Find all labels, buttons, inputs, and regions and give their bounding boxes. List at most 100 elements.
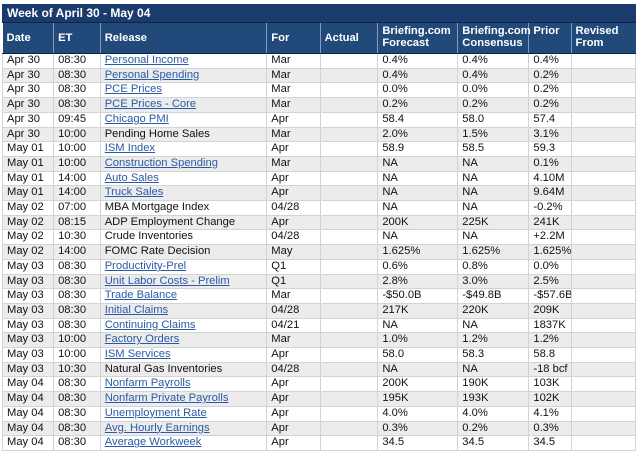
release-link[interactable]: Average Workweek [104, 436, 202, 449]
cell-date: May 02 [1, 200, 55, 216]
cell-consensus: 34.5 [457, 435, 530, 451]
cell-date: May 03 [1, 318, 55, 334]
release-link[interactable]: Auto Sales [104, 171, 159, 184]
release-link[interactable]: Avg. Hourly Earnings [104, 421, 210, 434]
header-revised: Revised From [571, 23, 636, 54]
cell-consensus: 0.0% [457, 82, 530, 99]
release-link[interactable]: Continuing Claims [104, 318, 196, 331]
cell-forecast: 200K [377, 215, 459, 231]
cell-prior: 1.2% [528, 332, 572, 349]
cell-for: Apr [266, 421, 321, 437]
cell-date: May 03 [1, 303, 55, 319]
cell-prior: +2.2M [528, 229, 572, 246]
cell-forecast: 0.6% [377, 259, 459, 275]
cell-release: Construction Spending [100, 156, 268, 172]
table-row: May 03 08:30 Unit Labor Costs - Prelim Q1 2.… [1, 274, 637, 290]
cell-revised [571, 156, 637, 172]
cell-revised [571, 259, 637, 275]
release-link[interactable]: ISM Index [104, 142, 156, 155]
cell-et: 08:30 [53, 303, 101, 319]
cell-forecast: 0.4% [377, 68, 459, 84]
cell-forecast: 200K [377, 376, 459, 393]
header-prior: Prior [528, 23, 572, 54]
cell-et: 10:00 [53, 127, 101, 143]
cell-revised [571, 347, 637, 363]
cell-et: 10:00 [53, 141, 101, 157]
release-link[interactable]: Chicago PMI [104, 112, 169, 125]
cell-date: May 03 [1, 288, 55, 304]
cell-actual [320, 318, 379, 334]
release-link[interactable]: PCE Prices [104, 83, 162, 96]
cell-date: Apr 30 [1, 82, 55, 99]
release-link[interactable]: Productivity-Prel [104, 259, 187, 272]
cell-for: Mar [266, 127, 321, 143]
table-row: May 04 08:30 Average Workweek Apr 34.5 34.5 34… [1, 435, 637, 451]
cell-for: Apr [266, 406, 321, 422]
cell-actual [320, 303, 379, 319]
cell-release: ADP Employment Change [100, 215, 268, 231]
cell-release: Personal Income [100, 53, 268, 69]
cell-prior: 57.4 [528, 112, 572, 128]
release-link[interactable]: Truck Sales [104, 186, 164, 199]
cell-revised [571, 406, 637, 422]
cell-forecast: NA [377, 156, 459, 172]
cell-et: 10:00 [53, 332, 101, 349]
cell-forecast: 34.5 [377, 435, 459, 451]
cell-revised [571, 141, 637, 157]
cell-prior: 0.1% [528, 156, 572, 172]
cell-actual [320, 82, 379, 99]
cell-for: Apr [266, 391, 321, 407]
cell-forecast: 0.2% [377, 97, 459, 113]
release-link[interactable]: Personal Spending [104, 68, 200, 81]
table-row: May 04 08:30 Unemployment Rate Apr 4.0% 4.0% 4… [1, 406, 637, 422]
cell-date: May 01 [1, 185, 55, 202]
release-link[interactable]: Personal Income [104, 54, 189, 66]
cell-consensus: -$49.8B [457, 288, 530, 304]
cell-date: May 03 [1, 332, 55, 349]
cell-et: 08:30 [53, 435, 101, 451]
cell-forecast: -$50.0B [377, 288, 459, 304]
header-release: Release [100, 23, 268, 54]
cell-actual [320, 127, 379, 143]
cell-forecast: NA [377, 362, 459, 378]
release-link[interactable]: PCE Prices - Core [104, 98, 197, 111]
cell-et: 08:30 [53, 68, 101, 84]
release-link[interactable]: ISM Services [104, 348, 171, 361]
cell-prior: 4.1% [528, 406, 572, 422]
cell-actual [320, 215, 379, 231]
cell-consensus: 3.0% [457, 274, 530, 290]
cell-revised [571, 200, 637, 216]
cell-et: 08:30 [53, 376, 101, 393]
release-link[interactable]: Nonfarm Private Payrolls [104, 392, 229, 405]
cell-consensus: 0.8% [457, 259, 530, 275]
release-link[interactable]: Construction Spending [104, 156, 218, 169]
release-link[interactable]: Factory Orders [104, 333, 180, 346]
cell-actual [320, 259, 379, 275]
cell-for: 04/28 [266, 303, 321, 319]
cell-date: May 03 [1, 347, 55, 363]
release-link[interactable]: Initial Claims [104, 303, 169, 316]
cell-revised [571, 421, 637, 437]
cell-actual [320, 53, 379, 69]
release-link[interactable]: Unit Labor Costs - Prelim [104, 274, 230, 287]
header-date: Date [2, 23, 55, 54]
table-row: May 02 07:00 MBA Mortgage Index 04/28 NA NA -0… [1, 200, 637, 216]
cell-consensus: 0.4% [457, 53, 530, 69]
cell-et: 14:00 [53, 171, 101, 187]
cell-date: Apr 30 [1, 97, 55, 113]
cell-consensus: 1.5% [457, 127, 530, 143]
release-link[interactable]: Trade Balance [104, 289, 178, 302]
cell-et: 08:30 [53, 53, 101, 69]
table-row: May 03 10:30 Natural Gas Inventories 04/28 N… [1, 362, 637, 378]
cell-release: PCE Prices - Core [100, 97, 268, 113]
cell-for: Apr [266, 171, 321, 187]
cell-for: Q1 [266, 259, 321, 275]
table-row: May 01 10:00 Construction Spending Mar NA NA 0… [1, 156, 637, 172]
release-link[interactable]: Unemployment Rate [104, 406, 207, 419]
cell-revised [571, 376, 637, 393]
release-link[interactable]: Nonfarm Payrolls [104, 377, 191, 390]
cell-release: Personal Spending [100, 68, 268, 84]
cell-release: Avg. Hourly Earnings [100, 421, 268, 437]
cell-actual [320, 97, 379, 113]
cell-release: Continuing Claims [100, 318, 268, 334]
